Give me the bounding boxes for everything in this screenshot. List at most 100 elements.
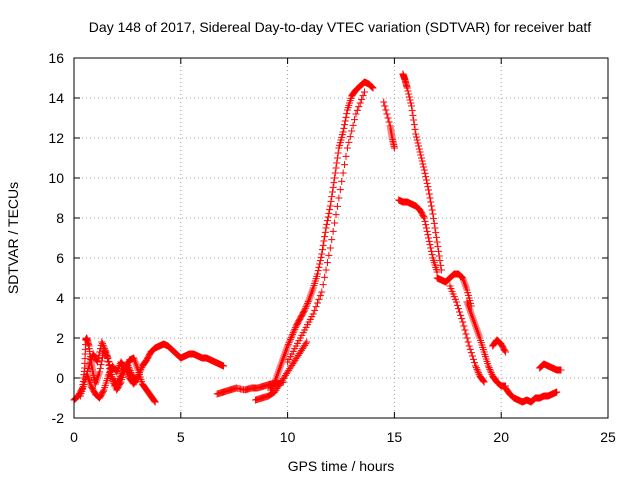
y-axis-ticks: -2 0 2 4 6 8 10 12 14 16: [48, 50, 608, 426]
data-point: [136, 367, 144, 375]
data-point: [339, 128, 347, 136]
data-point: [407, 102, 415, 110]
grid-lines: [74, 58, 608, 418]
data-point: [302, 303, 310, 311]
chart-title: Day 148 of 2017, Sidereal Day-to-day VTE…: [89, 19, 592, 35]
data-point: [328, 236, 336, 244]
data-point: [322, 224, 330, 232]
data-point: [422, 224, 430, 232]
x-tick-label: 15: [387, 429, 403, 445]
data-point: [433, 268, 441, 276]
data-point: [343, 144, 351, 152]
data-point: [122, 366, 130, 374]
data-point: [102, 348, 110, 356]
data-point: [462, 330, 470, 338]
data-point: [359, 92, 367, 100]
data-point: [380, 98, 388, 106]
series-rise-main: [267, 78, 377, 394]
data-point: [479, 377, 487, 385]
y-tick-label: 12: [48, 130, 64, 146]
data-point: [413, 136, 421, 144]
data-point: [341, 121, 349, 129]
data-point: [301, 306, 309, 314]
data-point: [96, 364, 104, 372]
data-point: [460, 322, 468, 330]
data-point: [473, 365, 481, 373]
data-point: [384, 114, 392, 122]
data-point: [115, 376, 123, 384]
data-point: [405, 90, 413, 98]
data-point: [286, 337, 294, 345]
data-point: [284, 342, 292, 350]
y-tick-label: 10: [48, 170, 64, 186]
data-point: [96, 348, 104, 356]
x-tick-label: 25: [600, 429, 616, 445]
data-point: [456, 308, 464, 316]
data-point: [327, 197, 335, 205]
data-point: [123, 369, 131, 377]
data-point: [368, 83, 376, 91]
data-point: [427, 202, 435, 210]
data-point: [430, 215, 438, 223]
data-point: [99, 341, 107, 349]
data-point: [318, 250, 326, 258]
data-point: [316, 292, 324, 300]
data-point: [95, 351, 103, 359]
data-point: [454, 305, 462, 313]
series-decline-b: [395, 196, 441, 276]
data-point: [415, 145, 423, 153]
data-point: [291, 325, 299, 333]
data-point: [426, 194, 434, 202]
data-point: [418, 157, 426, 165]
data-point: [331, 174, 339, 182]
series-rise-upper: [284, 88, 368, 366]
data-point: [314, 299, 322, 307]
data-point: [425, 237, 433, 245]
data-point: [304, 298, 312, 306]
data-point: [385, 118, 393, 126]
data-point: [465, 342, 473, 350]
data-point: [151, 398, 159, 406]
data-point: [317, 253, 325, 261]
data-point: [404, 87, 412, 95]
data-point: [351, 116, 359, 124]
data-point: [124, 371, 132, 379]
x-tick-label: 5: [177, 429, 185, 445]
series-evening: [501, 384, 561, 406]
data-point: [390, 144, 398, 152]
data-point: [409, 111, 417, 119]
data-point: [428, 251, 436, 259]
data-point: [487, 369, 495, 377]
y-axis-label: SDTVAR / TECUs: [5, 182, 21, 294]
data-point: [410, 116, 418, 124]
data-point: [423, 227, 431, 235]
data-point: [321, 228, 329, 236]
data-point: [343, 110, 351, 118]
series-early-hours-c: [83, 358, 146, 402]
data-point: [303, 301, 311, 309]
data-point: [429, 210, 437, 218]
data-point: [286, 335, 294, 343]
data-point: [333, 202, 341, 210]
data-point: [93, 358, 101, 366]
data-point: [331, 169, 339, 177]
data-point: [326, 202, 334, 210]
data-point: [105, 370, 113, 378]
data-point: [501, 347, 509, 355]
series-descent: [463, 298, 509, 390]
data-point: [291, 324, 299, 332]
data-point: [467, 349, 475, 357]
data-point: [336, 186, 344, 194]
data-point: [425, 186, 433, 194]
data-point: [103, 355, 111, 363]
data-point: [323, 220, 331, 228]
data-point: [270, 379, 278, 387]
data-point: [412, 130, 420, 138]
data-point: [403, 84, 411, 92]
data-point: [284, 340, 292, 348]
data-point: [346, 133, 354, 141]
data-point: [322, 266, 330, 274]
data-point: [425, 234, 433, 242]
data-point: [424, 183, 432, 191]
data-point: [289, 330, 297, 338]
